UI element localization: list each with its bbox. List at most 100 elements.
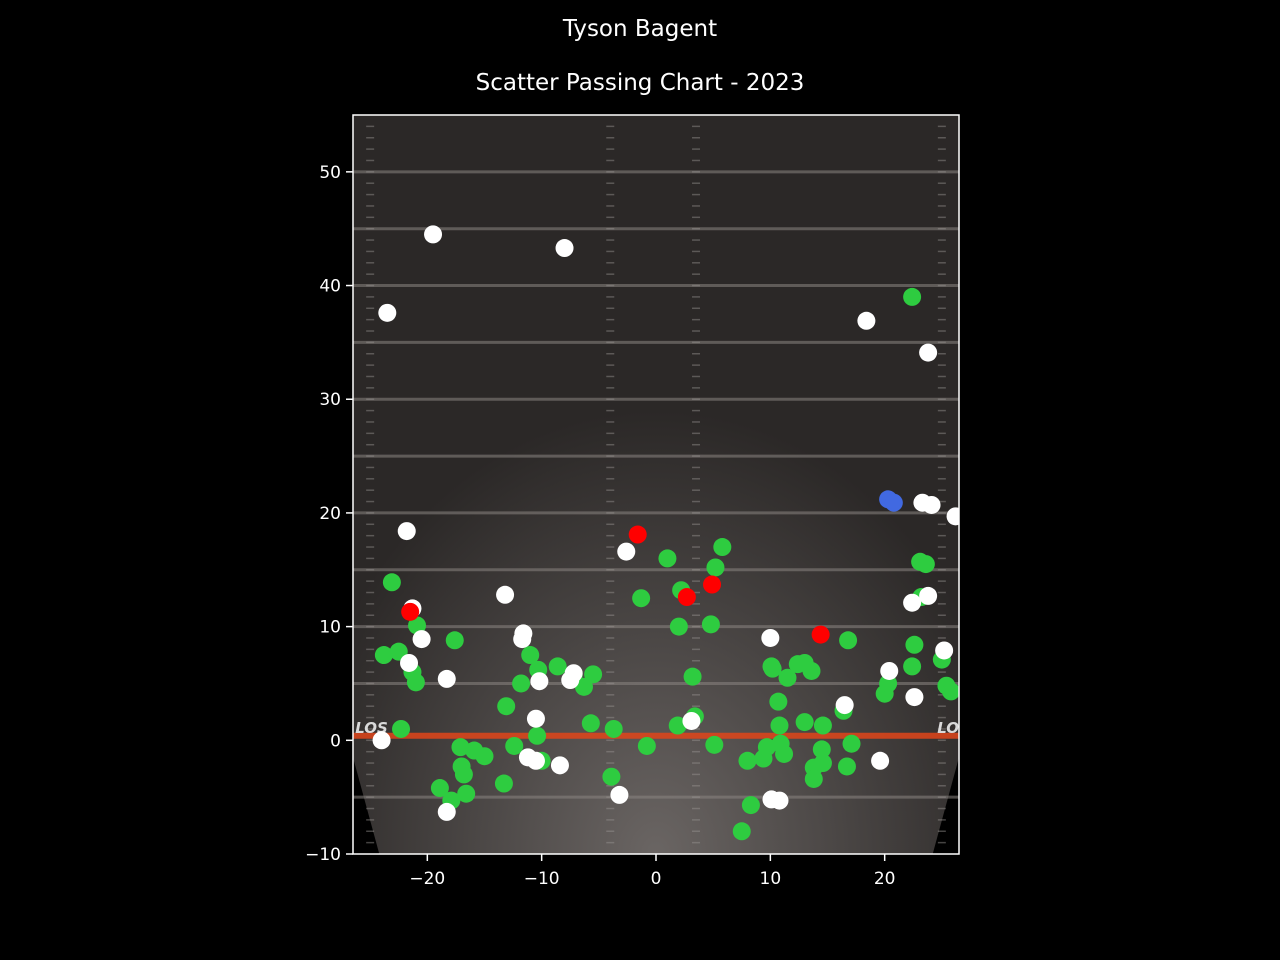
pass-point-interception <box>811 625 830 644</box>
y-tick-label: 40 <box>319 277 341 297</box>
pass-point-complete <box>548 657 567 676</box>
axes: −20 −10 0 10 20 −10 0 10 20 30 40 50 <box>305 163 895 889</box>
pass-point-complete <box>475 747 494 766</box>
pass-point-incomplete <box>400 653 419 672</box>
pass-point-incomplete <box>880 661 899 680</box>
y-tick-label: 10 <box>319 618 341 638</box>
pass-point-incomplete <box>682 711 701 730</box>
pass-point-incomplete <box>617 542 636 561</box>
pass-point-interception <box>628 525 647 544</box>
pass-point-complete <box>802 661 821 680</box>
pass-point-incomplete <box>496 585 515 604</box>
pass-point-complete <box>763 659 782 678</box>
pass-point-incomplete <box>903 593 922 612</box>
pass-point-incomplete <box>946 507 959 526</box>
pass-point-complete <box>505 736 524 755</box>
pass-point-incomplete <box>437 669 456 688</box>
pass-point-complete <box>574 677 593 696</box>
pass-point-incomplete <box>424 225 443 244</box>
pass-point-complete <box>705 735 724 754</box>
x-tick-label: 20 <box>874 869 896 889</box>
pass-point-complete <box>812 740 831 759</box>
pass-point-complete <box>494 774 513 793</box>
pass-point-complete <box>408 616 427 635</box>
pass-point-complete <box>669 617 688 636</box>
y-tick-label: 20 <box>319 504 341 524</box>
y-tick-label: 0 <box>330 731 341 751</box>
pass-point-complete <box>741 796 760 815</box>
pass-point-complete <box>382 573 401 592</box>
pass-point-incomplete <box>526 709 545 728</box>
pass-point-incomplete <box>905 688 924 707</box>
pass-point-complete <box>842 734 861 753</box>
pass-point-interception <box>677 588 696 607</box>
pass-point-incomplete <box>770 791 789 810</box>
pass-point-complete <box>668 716 687 735</box>
pass-point-complete <box>701 615 720 634</box>
pass-point-complete <box>738 751 757 770</box>
pass-point-complete <box>903 287 922 306</box>
pass-point-complete <box>757 738 776 757</box>
pass-point-incomplete <box>610 785 629 804</box>
pass-point-complete <box>778 668 797 687</box>
x-tick-label: −10 <box>524 869 560 889</box>
pass-point-incomplete <box>437 802 456 821</box>
pass-point-complete <box>795 713 814 732</box>
x-tick-label: 0 <box>651 869 662 889</box>
pass-point-complete <box>903 657 922 676</box>
pass-point-incomplete <box>397 522 416 541</box>
chart-title: Tyson Bagent <box>562 16 718 42</box>
pass-point-incomplete <box>513 630 532 649</box>
pass-point-complete <box>905 635 924 654</box>
y-tick-label: −10 <box>305 845 341 865</box>
pass-point-complete <box>813 716 832 735</box>
pass-point-complete <box>658 549 677 568</box>
pass-point-incomplete <box>378 303 397 322</box>
field-corner-right <box>932 757 959 854</box>
pass-point-complete <box>769 692 788 711</box>
pass-point-complete <box>683 667 702 686</box>
pass-point-incomplete <box>526 751 545 770</box>
pass-point-incomplete <box>372 731 391 750</box>
pass-point-complete <box>528 726 547 745</box>
pass-point-incomplete <box>919 343 938 362</box>
pass-point-complete <box>941 682 959 701</box>
pass-point-incomplete <box>412 630 431 649</box>
x-tick-label: −20 <box>409 869 445 889</box>
pass-point-complete <box>637 736 656 755</box>
pass-point-complete <box>584 665 603 684</box>
pass-point-incomplete <box>935 641 954 660</box>
los-label-right: LOS <box>937 719 970 737</box>
pass-point-incomplete <box>835 696 854 715</box>
pass-point-interception <box>703 575 722 594</box>
pass-point-complete <box>406 673 425 692</box>
pass-point-incomplete <box>564 664 583 683</box>
pass-point-incomplete <box>857 311 876 330</box>
pass-point-complete <box>521 646 540 665</box>
pass-point-complete <box>497 697 516 716</box>
pass-point-incomplete <box>922 495 941 514</box>
y-tick-label: 30 <box>319 390 341 410</box>
pass-points <box>372 225 959 841</box>
field-turf <box>353 115 959 854</box>
pass-point-complete <box>602 767 621 786</box>
pass-point-incomplete <box>871 751 890 770</box>
pass-point-complete <box>632 589 651 608</box>
pass-point-complete <box>451 738 470 757</box>
chart-subtitle: Scatter Passing Chart - 2023 <box>475 70 805 96</box>
pass-point-complete <box>732 822 751 841</box>
x-tick-label: 10 <box>760 869 782 889</box>
pass-point-incomplete <box>550 756 569 775</box>
pass-point-complete <box>604 719 623 738</box>
field-corner-left <box>353 757 380 854</box>
pass-point-complete <box>916 555 935 574</box>
pass-point-complete <box>775 744 794 763</box>
pass-point-complete <box>457 784 476 803</box>
y-tick-label: 50 <box>319 163 341 183</box>
pass-point-complete <box>445 631 464 650</box>
pass-point-complete <box>392 719 411 738</box>
pass-point-complete <box>837 757 856 776</box>
pass-point-complete <box>713 538 732 557</box>
pass-point-complete <box>454 765 473 784</box>
